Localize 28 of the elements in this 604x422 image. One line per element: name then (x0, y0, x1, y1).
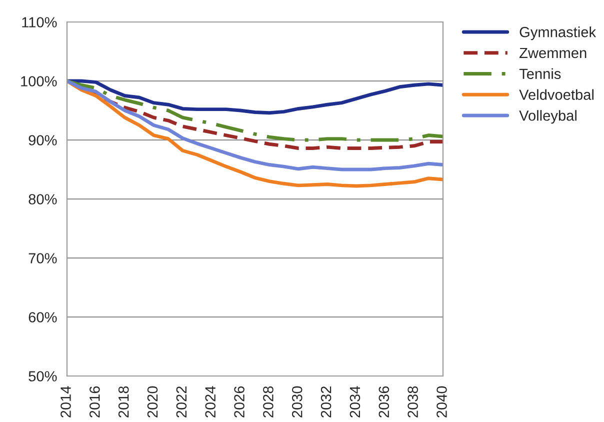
x-tick-label: 2038 (408, 386, 418, 418)
y-tick-label: 70% (28, 253, 57, 264)
x-tick-label: 2028 (263, 386, 274, 418)
y-tick-label: 100% (21, 76, 57, 86)
y-tick-label: 110% (22, 17, 57, 28)
legend-label: Zwemmen (520, 48, 586, 58)
x-tick-label: 2014 (60, 386, 71, 418)
y-tick-label: 80% (28, 194, 57, 204)
legend-label: Volleybal (519, 110, 576, 124)
legend-label: Gymnastiek (520, 26, 596, 40)
legend-label: Tennis (519, 68, 561, 80)
y-tick-label: 50% (28, 371, 57, 382)
legend-label: Veldvoetbal (519, 89, 594, 100)
y-tick-label: 60% (28, 312, 57, 322)
x-tick-label: 2020 (147, 386, 158, 418)
x-tick-label: 2016 (90, 386, 100, 418)
x-tick-label: 2022 (176, 386, 187, 418)
line-series (67, 79, 443, 115)
line-series (67, 79, 443, 172)
x-tick-label: 2034 (350, 386, 360, 418)
x-tick-label: 2036 (378, 386, 390, 418)
x-tick-label: 2024 (205, 386, 216, 418)
x-tick-label: 2032 (320, 386, 332, 418)
x-tick-label: 2030 (292, 386, 302, 418)
y-tick-label: 90% (28, 135, 57, 146)
x-tick-label: 2040 (436, 386, 447, 418)
x-tick-label: 2018 (118, 386, 129, 418)
x-tick-label: 2026 (234, 386, 244, 418)
